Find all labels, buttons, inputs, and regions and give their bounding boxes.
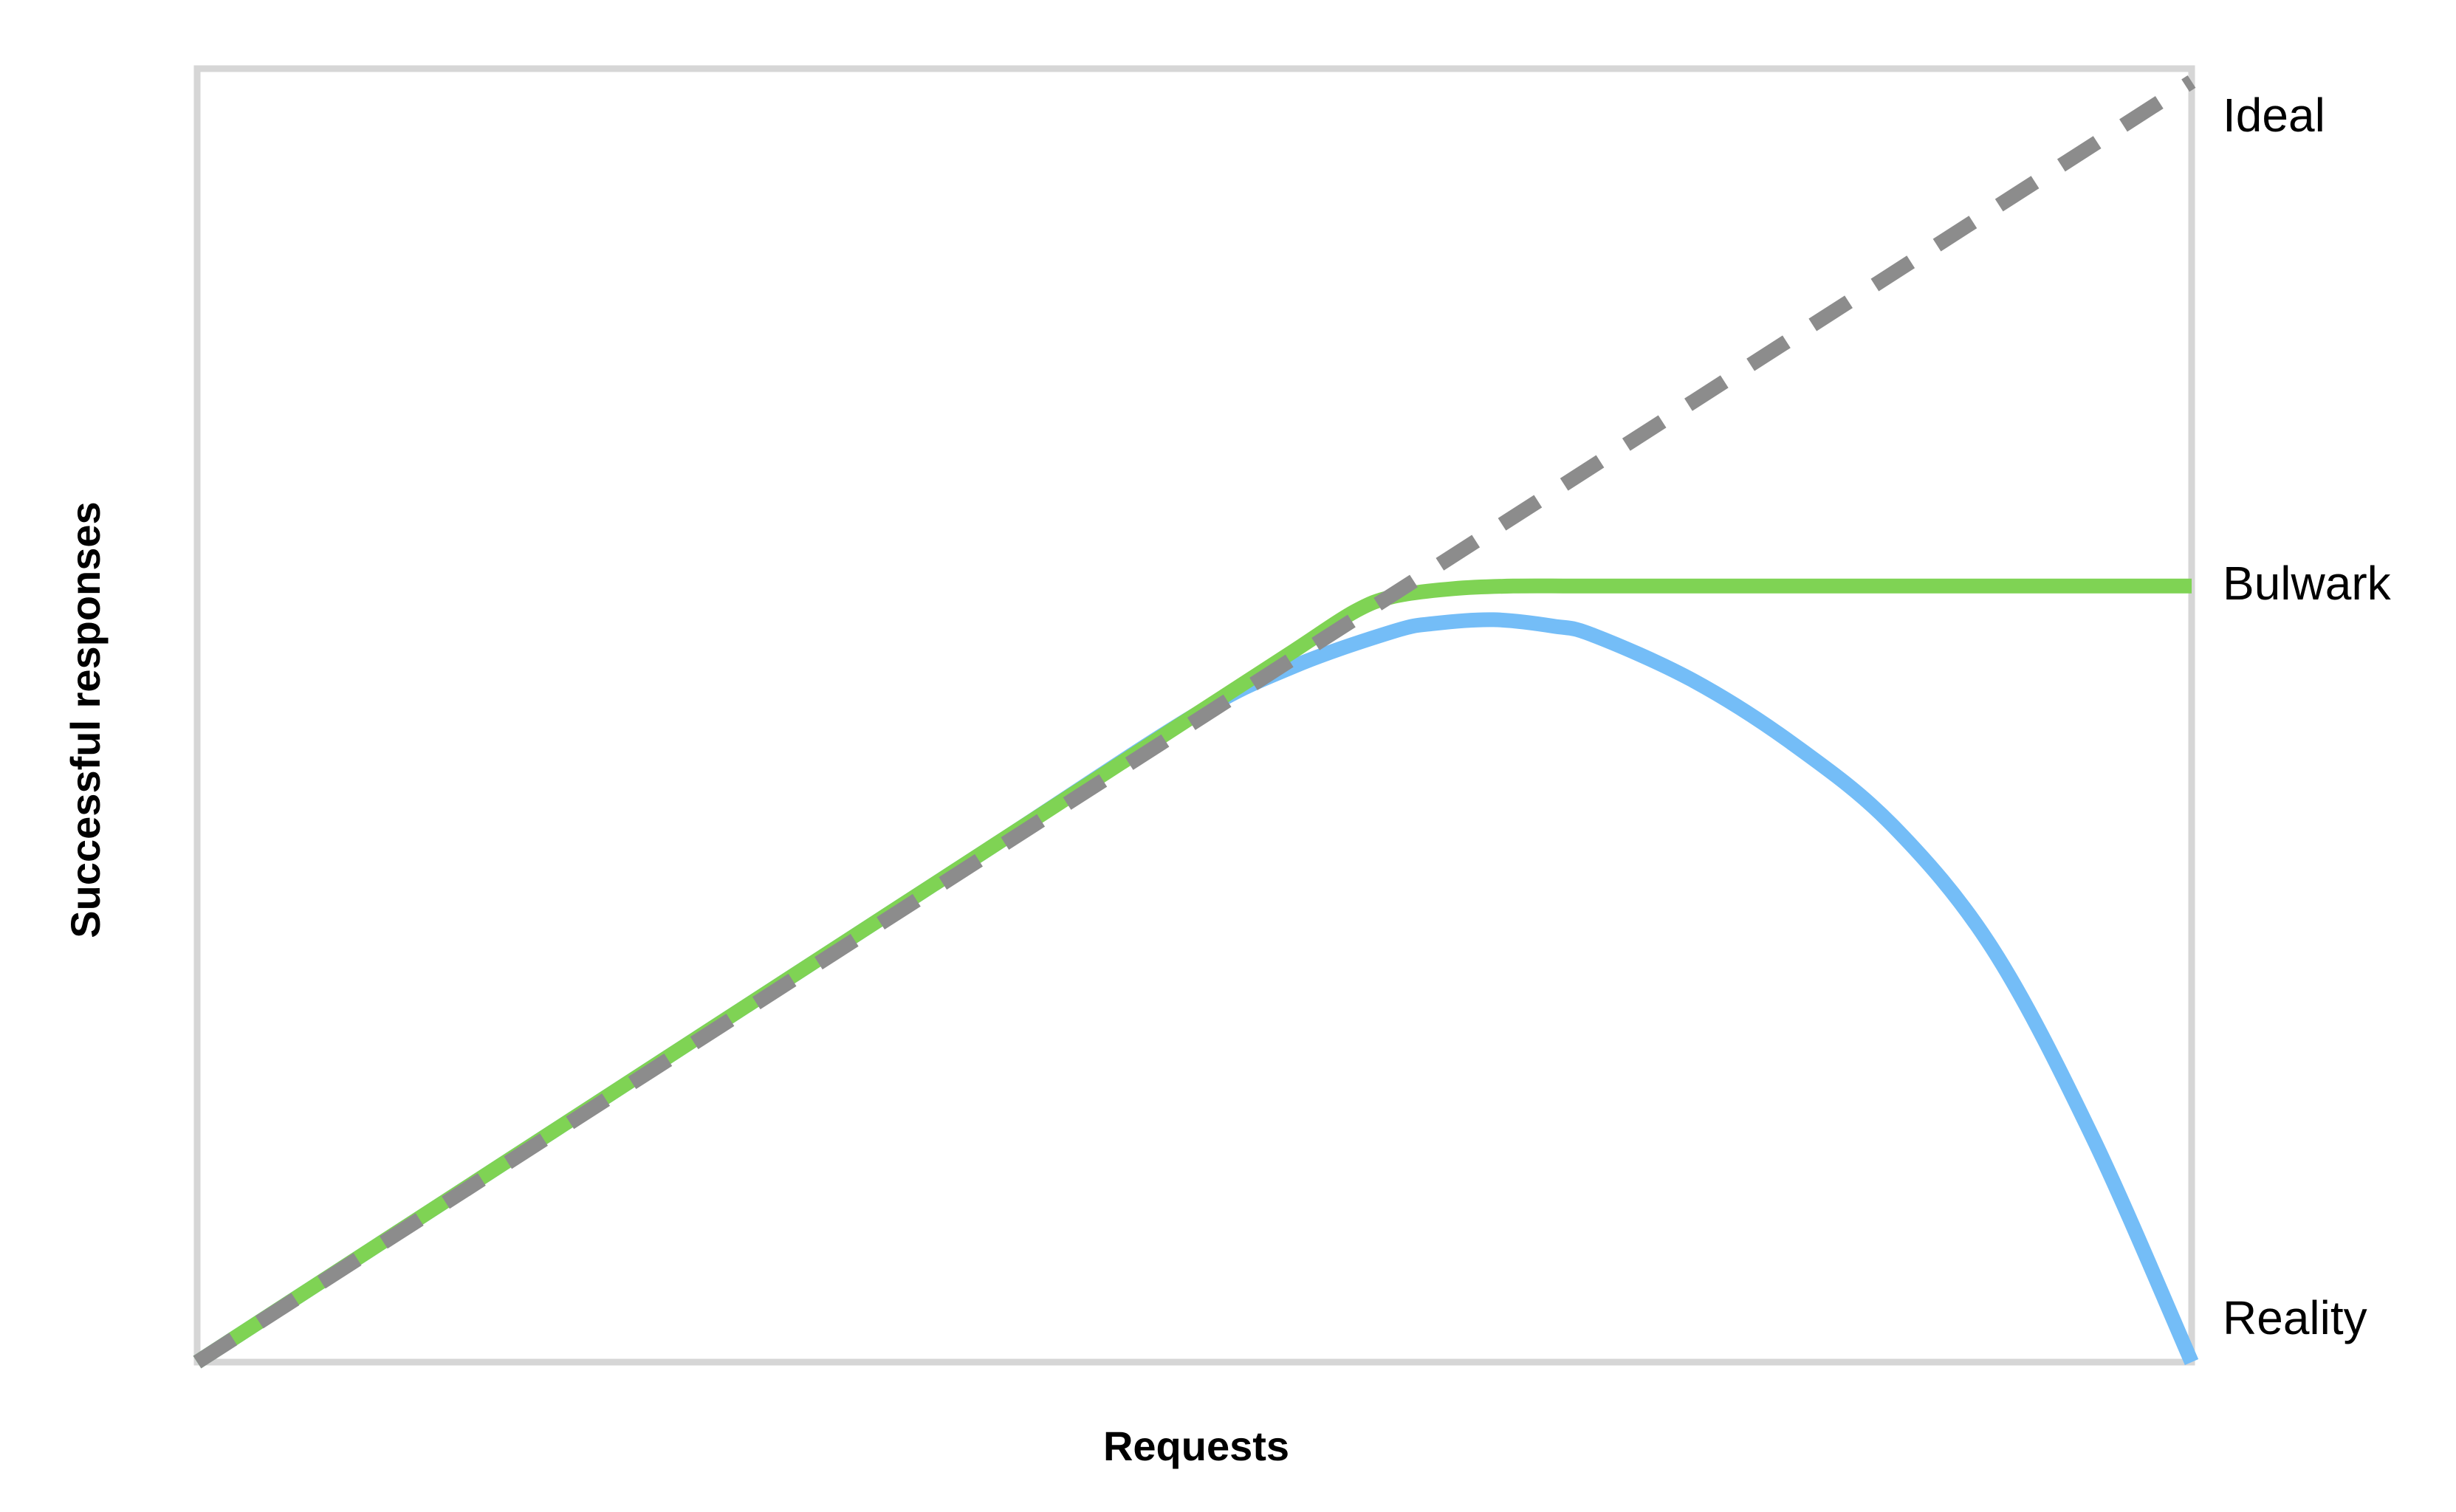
series-layer xyxy=(193,75,2199,1369)
y-axis-label: Successful responses xyxy=(62,501,109,938)
series-label-ideal: Ideal xyxy=(2223,89,2325,142)
series-line-bulwark xyxy=(193,578,2192,1369)
x-axis-label: Requests xyxy=(1103,1423,1289,1469)
series-label-bulwark: Bulwark xyxy=(2223,557,2392,610)
series-line-reality xyxy=(193,612,2199,1369)
series-label-reality: Reality xyxy=(2223,1291,2367,1344)
plot-frame xyxy=(193,65,2195,1366)
series-line-ideal xyxy=(193,75,2196,1369)
